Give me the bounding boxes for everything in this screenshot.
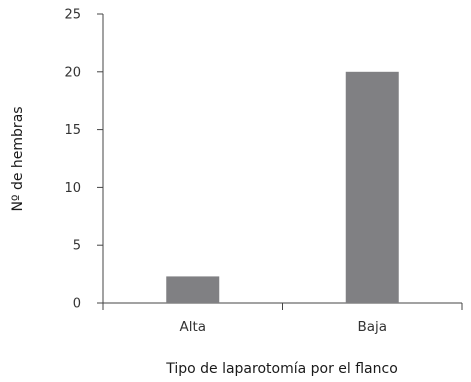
- y-tick-label: 25: [64, 8, 81, 23]
- x-tick-label: Baja: [357, 319, 387, 335]
- x-ticks: Alta Baja: [102, 303, 463, 335]
- y-ticks: 0 5 10 15 20 25: [64, 8, 103, 312]
- bar-baja: [345, 71, 399, 303]
- x-axis-title: Tipo de laparotomía por el flanco: [165, 361, 398, 377]
- bars: [166, 71, 399, 303]
- y-axis-title: Nº de hembras: [10, 106, 26, 211]
- y-tick-label: 10: [64, 181, 81, 196]
- y-tick-label: 0: [73, 297, 81, 312]
- y-tick-label: 20: [64, 65, 81, 80]
- y-tick-label: 15: [64, 123, 81, 138]
- y-tick-label: 5: [73, 239, 81, 254]
- bar-alta: [166, 276, 220, 303]
- x-tick-label: Alta: [179, 319, 206, 335]
